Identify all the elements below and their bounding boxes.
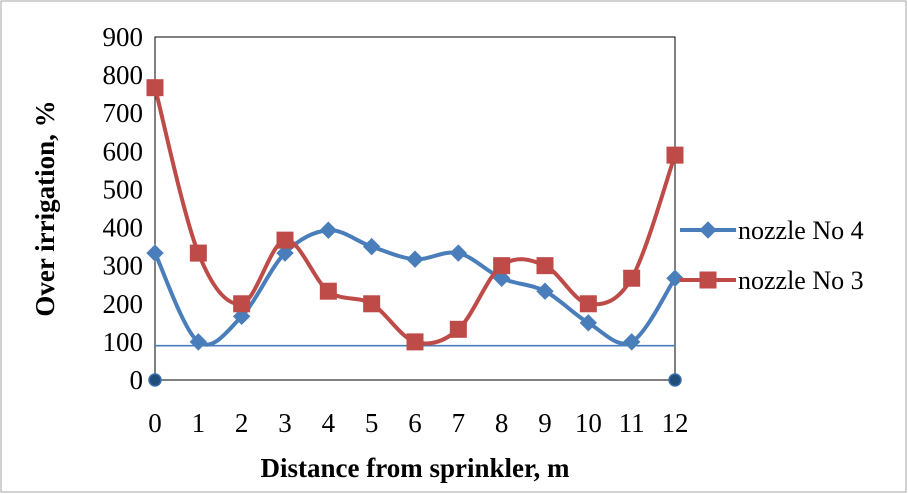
data-point xyxy=(146,244,164,262)
data-point xyxy=(536,282,554,300)
x-tick-label: 10 xyxy=(575,408,602,438)
data-point xyxy=(362,237,381,256)
legend: nozzle No 4 nozzle No 3 xyxy=(680,216,864,295)
x-axis-title: Distance from sprinkler, m xyxy=(261,453,570,483)
y-tick-label: 500 xyxy=(103,174,144,204)
data-point xyxy=(623,269,641,287)
y-tick-label: 200 xyxy=(103,289,144,319)
data-point xyxy=(622,333,641,351)
legend-marker xyxy=(699,271,717,289)
series-layer xyxy=(146,79,684,351)
legend-item: nozzle No 4 xyxy=(680,216,864,245)
data-point xyxy=(579,314,598,332)
series-1 xyxy=(146,221,684,351)
x-tick-label: 9 xyxy=(538,408,552,438)
x-tick-label: 8 xyxy=(495,408,509,438)
endpoint-marker xyxy=(668,373,682,387)
x-tick-label: 0 xyxy=(148,408,162,438)
data-point xyxy=(233,295,251,313)
y-axis-title: Over irrigation, % xyxy=(30,100,60,316)
y-tick-label: 600 xyxy=(103,136,144,166)
y-tick-label: 800 xyxy=(103,60,144,90)
x-tick-label: 5 xyxy=(365,408,379,438)
data-point xyxy=(449,320,467,338)
x-tick-label: 1 xyxy=(192,408,206,438)
y-tick-label: 900 xyxy=(103,22,144,52)
legend-marker xyxy=(699,221,717,239)
data-point xyxy=(189,244,207,262)
data-point xyxy=(146,79,164,97)
data-point xyxy=(276,231,294,249)
x-tick-label: 7 xyxy=(452,408,466,438)
data-point xyxy=(666,269,684,287)
x-tick-label: 11 xyxy=(619,408,645,438)
data-point xyxy=(363,295,381,313)
y-tick-label: 0 xyxy=(130,365,144,395)
data-point xyxy=(406,250,424,268)
data-point xyxy=(406,333,424,351)
data-point xyxy=(449,244,468,262)
data-point xyxy=(276,244,294,262)
data-point xyxy=(232,307,251,326)
y-tick-label: 300 xyxy=(103,251,144,281)
y-tick-labels: 0 100 200 300 400 500 600 700 800 900 xyxy=(103,22,144,395)
y-tick-label: 100 xyxy=(103,327,144,357)
data-point xyxy=(493,257,511,275)
data-point xyxy=(319,282,337,300)
y-tick-label: 700 xyxy=(103,98,144,128)
series-2 xyxy=(146,79,684,351)
x-tick-label: 4 xyxy=(322,408,336,438)
data-point xyxy=(319,221,338,239)
legend-label: nozzle No 4 xyxy=(738,216,864,245)
x-tick-label: 12 xyxy=(662,408,689,438)
data-point xyxy=(536,257,554,275)
data-point xyxy=(492,269,511,287)
data-point xyxy=(666,146,684,164)
data-point xyxy=(189,333,208,351)
legend-label: nozzle No 3 xyxy=(738,266,864,295)
x-tick-label: 2 xyxy=(235,408,249,438)
y-tick-label: 400 xyxy=(103,213,144,243)
legend-item: nozzle No 3 xyxy=(680,266,864,295)
x-tick-label: 3 xyxy=(278,408,292,438)
plot-area-border xyxy=(154,36,676,381)
endpoint-marker xyxy=(148,373,162,387)
x-tick-labels: 0 1 2 3 4 5 6 7 8 9 10 11 12 xyxy=(148,408,688,438)
data-point xyxy=(579,295,597,313)
x-tick-label: 6 xyxy=(408,408,422,438)
